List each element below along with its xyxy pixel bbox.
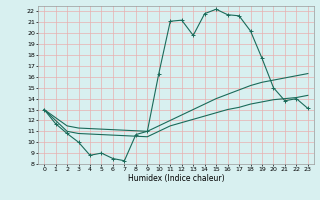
X-axis label: Humidex (Indice chaleur): Humidex (Indice chaleur) <box>128 174 224 183</box>
